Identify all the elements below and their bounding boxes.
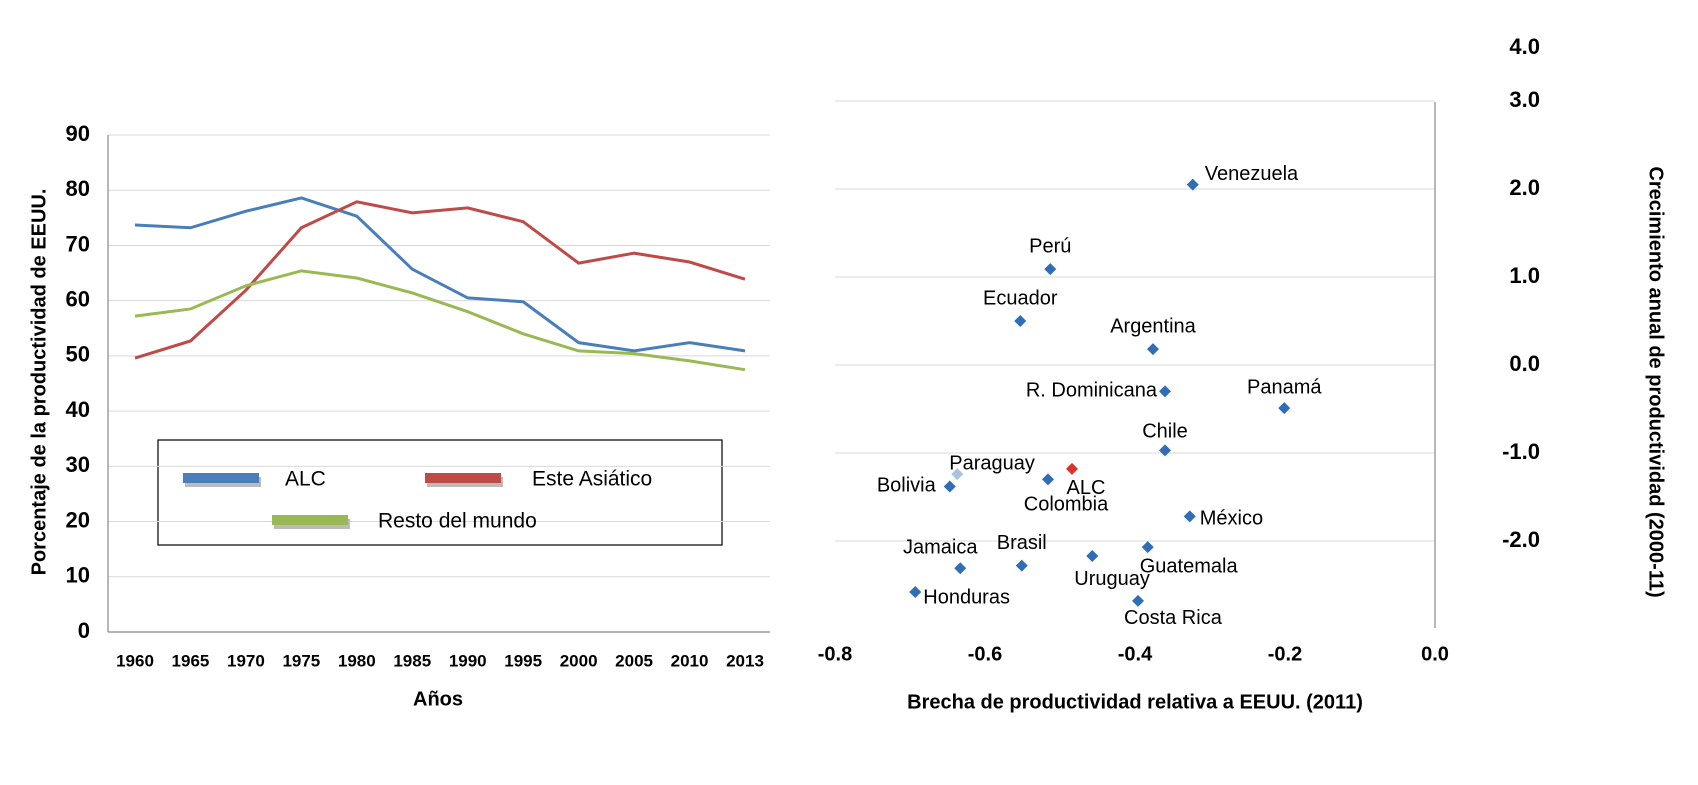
y-axis-title: Porcentaje de la productividad de EEUU. xyxy=(28,189,50,576)
scatter-point xyxy=(1042,473,1054,486)
x-tick-label: 1995 xyxy=(504,651,542,670)
y-tick-label: 10 xyxy=(66,563,90,588)
point-label: Argentina xyxy=(1110,315,1196,337)
y-tick-label: 40 xyxy=(66,397,90,422)
x-axis-title: Años xyxy=(413,688,463,710)
x-tick-label: -0.2 xyxy=(1268,643,1302,665)
point-label: Guatemala xyxy=(1140,555,1239,577)
scatter-point xyxy=(1183,510,1196,523)
y-tick-label: 1.0 xyxy=(1509,263,1540,288)
x-tick-label: 2000 xyxy=(560,651,598,670)
line-series xyxy=(134,200,746,360)
scatter-point xyxy=(954,562,967,575)
point-label: Bolivia xyxy=(877,475,937,497)
x-tick-label: 0.0 xyxy=(1421,643,1449,665)
point-label: México xyxy=(1200,508,1263,530)
scatter-point xyxy=(1086,549,1099,562)
x-tick-label: 1990 xyxy=(449,651,487,670)
x-tick-label: 2005 xyxy=(615,651,653,670)
scatter-point xyxy=(1147,343,1159,356)
scatter-point xyxy=(1014,315,1027,327)
point-label: Brasil xyxy=(997,532,1047,554)
legend-label: Este Asiático xyxy=(532,468,652,491)
x-tick-label: 2013 xyxy=(726,651,764,670)
y-tick-label: 90 xyxy=(66,121,90,146)
y-tick-label: 50 xyxy=(66,342,90,367)
x-tick-label: 2010 xyxy=(671,651,709,670)
y-tick-label: 0.0 xyxy=(1509,351,1540,376)
y-tick-label: -2.0 xyxy=(1502,527,1540,552)
x-tick-label: 1980 xyxy=(338,651,376,670)
y-tick-label: 4.0 xyxy=(1509,34,1540,59)
y-tick-label: 2.0 xyxy=(1509,175,1540,200)
y-axis-title: Crecimiento anual de productividad (2000… xyxy=(1645,166,1667,597)
scatter-point xyxy=(1141,541,1154,554)
y-tick-label: 70 xyxy=(66,231,90,256)
scatter-point xyxy=(943,480,956,493)
point-label: Panamá xyxy=(1247,376,1322,398)
line-series xyxy=(134,196,746,353)
scatter-point xyxy=(1066,462,1078,475)
x-tick-label: 1970 xyxy=(227,651,265,670)
x-tick-label: -0.6 xyxy=(968,643,1002,665)
x-tick-label: 1965 xyxy=(172,651,210,670)
y-tick-label: 3.0 xyxy=(1509,87,1540,112)
legend-label: ALC xyxy=(285,468,326,491)
x-tick-label: 1960 xyxy=(116,651,154,670)
point-label: R. Dominicana xyxy=(1026,380,1158,402)
y-tick-label: 30 xyxy=(66,452,90,477)
point-label: Perú xyxy=(1029,235,1071,257)
scatter-point xyxy=(909,586,922,599)
scatter-point xyxy=(1044,263,1057,276)
y-tick-label: 80 xyxy=(66,176,90,201)
line-series xyxy=(134,269,746,372)
scatter-point xyxy=(1278,402,1291,415)
point-label: Costa Rica xyxy=(1124,607,1223,629)
scatter-point xyxy=(951,468,964,481)
scatter-point xyxy=(1132,594,1144,607)
legend-label: Resto del mundo xyxy=(378,510,537,533)
legend-swatch xyxy=(272,515,348,525)
scatter-point xyxy=(1159,385,1171,398)
scatter-point xyxy=(1186,178,1199,191)
x-tick-label: -0.4 xyxy=(1118,643,1153,665)
y-tick-label: -1.0 xyxy=(1502,439,1540,464)
point-label: Ecuador xyxy=(983,287,1058,309)
point-label: Colombia xyxy=(1024,494,1109,516)
scatter-point xyxy=(1015,559,1028,572)
scatter-point xyxy=(1159,444,1171,457)
x-tick-label: 1985 xyxy=(393,651,431,670)
y-tick-label: 60 xyxy=(66,286,90,311)
x-tick-label: -0.8 xyxy=(818,643,852,665)
point-label: Honduras xyxy=(923,586,1010,608)
y-tick-label: 0 xyxy=(78,618,90,643)
x-tick-label: 1975 xyxy=(282,651,320,670)
point-label: Paraguay xyxy=(949,452,1035,474)
point-label: ALC xyxy=(1067,477,1106,499)
y-tick-label: 20 xyxy=(66,507,90,532)
legend-swatch xyxy=(425,473,501,483)
x-axis-title: Brecha de productividad relativa a EEUU.… xyxy=(907,691,1363,713)
point-label: Jamaica xyxy=(903,537,978,559)
legend-box xyxy=(157,439,723,546)
point-label: Chile xyxy=(1142,421,1188,443)
legend-swatch xyxy=(183,473,259,483)
point-label: Uruguay xyxy=(1074,568,1150,590)
point-label: Venezuela xyxy=(1205,163,1299,185)
